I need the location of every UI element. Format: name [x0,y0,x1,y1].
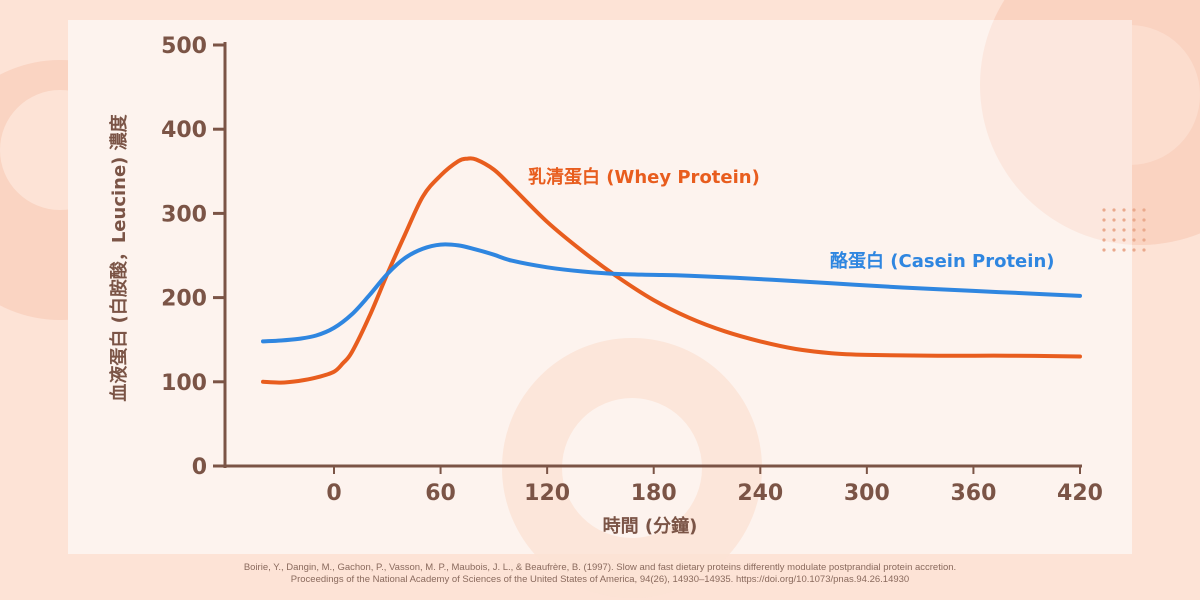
x-tick-label: 0 [326,481,341,506]
series-label-whey: 乳清蛋白 (Whey Protein) [528,166,760,188]
decor-dot [1112,248,1116,252]
decor-dot [1132,208,1136,212]
y-axis-ticks: 0 100 200 300 400 500 [161,34,225,480]
y-tick-label: 300 [161,202,207,227]
decor-ring-bottom-inner [562,398,702,538]
y-tick-label: 100 [161,371,207,396]
y-tick-label: 200 [161,287,207,312]
decor-dot-grid [1102,208,1146,252]
y-tick-label: 500 [161,34,207,59]
x-tick-label: 420 [1057,481,1103,506]
decor-circle-right-overlap [980,0,1200,245]
x-axis-ticks: 0 60 120 180 240 300 360 420 [326,466,1103,506]
y-axis-title: 血液蛋白 (白胺酸，Leucine) 濃度 [108,113,130,401]
series-group [261,156,1082,385]
y-tick-label: 400 [161,118,207,143]
decor-dot [1122,238,1126,242]
decor-dot [1102,208,1106,212]
citation-line-2: Proceedings of the National Academy of S… [290,574,910,585]
decor-dot [1132,228,1136,232]
x-tick-label: 180 [631,481,677,506]
y-tick-label: 0 [192,455,207,480]
x-tick-label: 60 [425,481,456,506]
decor-dot [1132,248,1136,252]
decor-dot [1102,248,1106,252]
series-line-whey [261,156,1082,385]
decor-dot [1142,218,1146,222]
citation-line-1: Boirie, Y., Dangin, M., Gachon, P., Vass… [243,562,957,573]
decor-dot [1142,208,1146,212]
decor-dot [1142,228,1146,232]
x-tick-label: 300 [844,481,890,506]
x-tick-label: 120 [524,481,570,506]
decor-dot [1122,208,1126,212]
series-line-casein [261,242,1082,344]
decor-dot [1112,238,1116,242]
x-axis-title: 時間 (分鐘) [603,515,698,537]
decor-dot [1112,208,1116,212]
decor-dot [1102,238,1106,242]
decor-dot [1122,218,1126,222]
decor-dot [1132,238,1136,242]
decor-dot [1102,218,1106,222]
decor-dot [1112,218,1116,222]
decor-dot [1102,228,1106,232]
series-label-casein: 酪蛋白 (Casein Protein) [830,250,1054,272]
citation: Boirie, Y., Dangin, M., Gachon, P., Vass… [0,562,1200,586]
decor-dot [1132,218,1136,222]
x-tick-label: 360 [950,481,996,506]
decor-dot [1142,238,1146,242]
decor-dot [1142,248,1146,252]
decor-dot [1122,248,1126,252]
decor-dot [1112,228,1116,232]
decor-dot [1122,228,1126,232]
x-tick-label: 240 [737,481,783,506]
